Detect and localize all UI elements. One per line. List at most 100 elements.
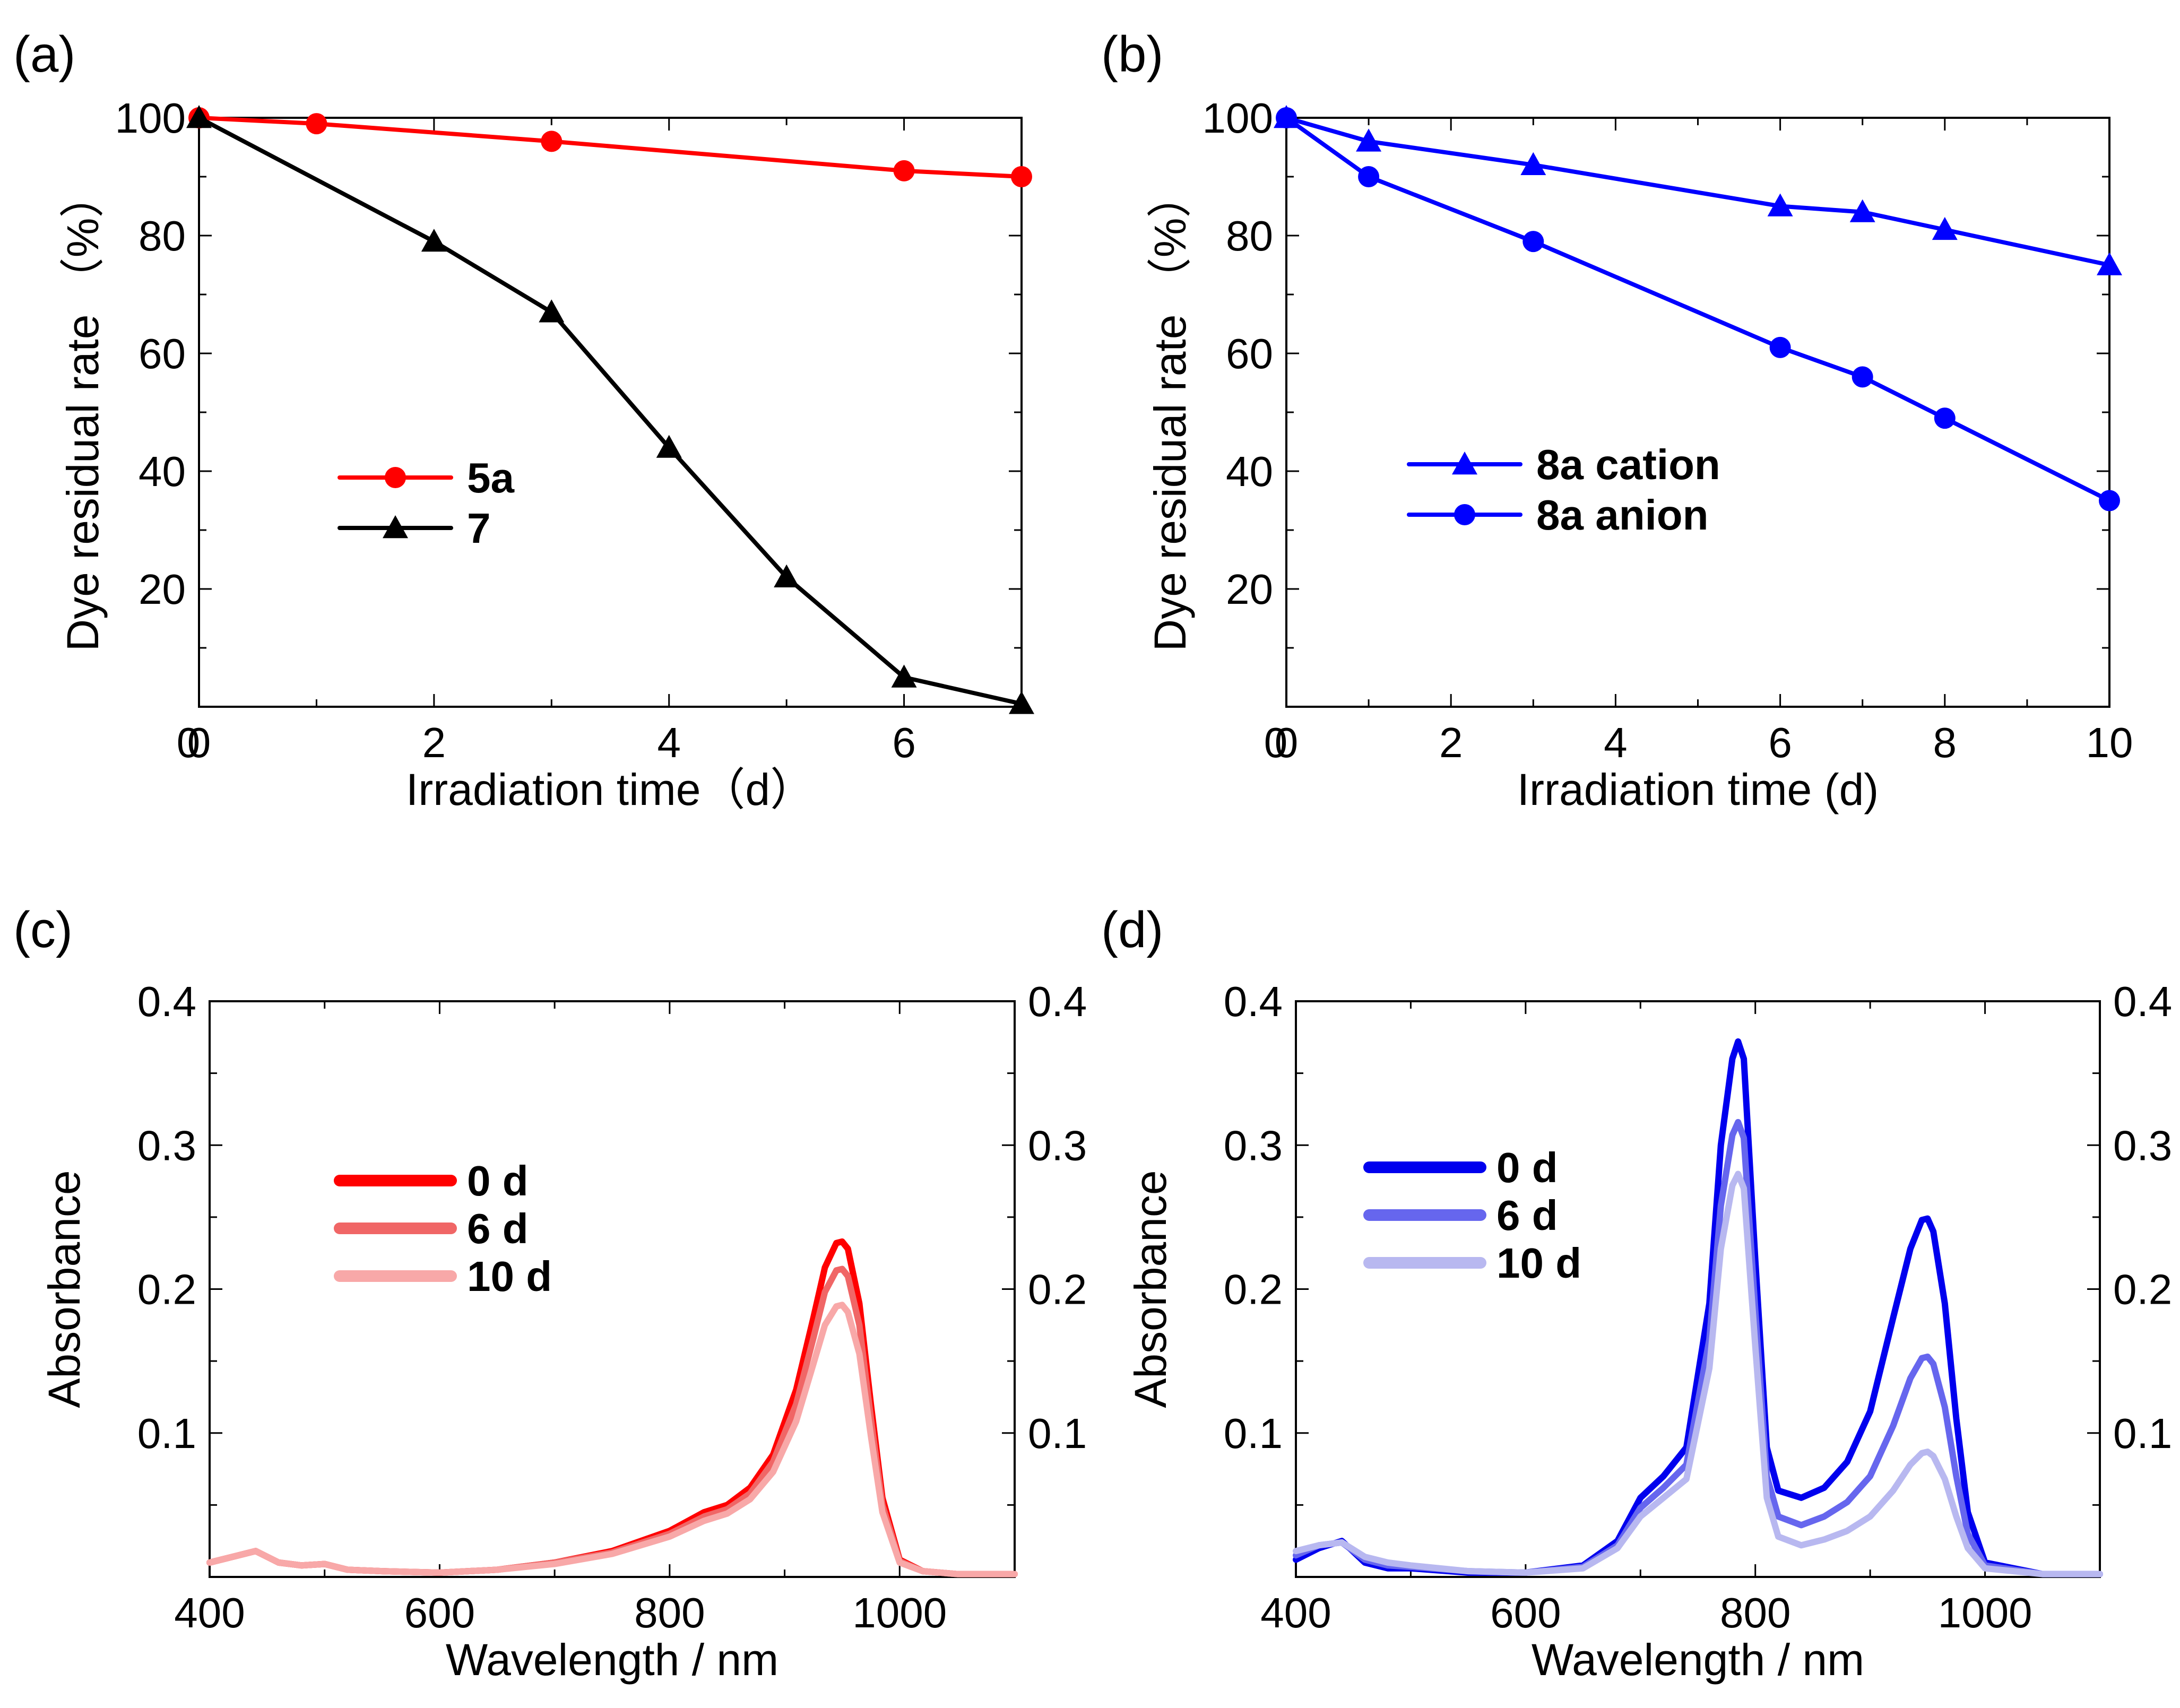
- y-axis-title: Absorbance: [1126, 1170, 1175, 1408]
- data-point: [1358, 166, 1380, 187]
- data-point: [541, 131, 563, 152]
- data-point: [656, 435, 682, 458]
- y-tick-label-right: 0.2: [2113, 1266, 2172, 1313]
- y-tick-label: 0.1: [1224, 1410, 1283, 1457]
- data-point: [1009, 691, 1034, 714]
- y-axis-title: Absorbance: [39, 1170, 89, 1408]
- data-point: [774, 564, 800, 587]
- plot-frame: [1285, 117, 2110, 708]
- series-line-7: [197, 116, 1024, 706]
- x-tick-label: 2: [1439, 719, 1463, 766]
- panel-label: (d): [1101, 901, 1163, 958]
- series-line-0-d: [1293, 1038, 2103, 1577]
- legend-marker: [383, 515, 408, 539]
- data-point: [539, 299, 565, 323]
- legend-marker: [1452, 452, 1477, 475]
- y-tick-label: 0.4: [137, 978, 196, 1025]
- y-tick-label-right: 0.1: [2113, 1410, 2172, 1457]
- y-tick-label: 0.4: [1224, 978, 1283, 1025]
- y-tick-label-right: 0.1: [1028, 1410, 1087, 1457]
- x-axis-title: Irradiation time（d）: [406, 765, 815, 814]
- data-point: [1852, 366, 1873, 388]
- legend-label: 10 d: [1496, 1239, 1581, 1287]
- plot-frame: [1295, 1000, 2101, 1578]
- data-point: [2097, 252, 2122, 275]
- series-line-6-d: [1293, 1119, 2103, 1577]
- panel-c: (c) 400 600 800 1000 0.1 0.1 0.2 0.2 0.3 0.3 0.4 0.4…: [13, 901, 1087, 1685]
- data-point: [1769, 336, 1791, 358]
- y-tick-label-right: 0.4: [1028, 978, 1087, 1025]
- y-tick-label: 0.3: [1224, 1122, 1283, 1169]
- x-tick-label: 6: [1768, 719, 1792, 766]
- plot-frame: [209, 1000, 1016, 1578]
- data-point: [1276, 107, 1297, 128]
- data-point: [1767, 193, 1793, 216]
- legend-marker: [385, 467, 406, 488]
- y-tick-label: 0.2: [137, 1266, 196, 1313]
- y-tick-label-right: 0.3: [1028, 1122, 1087, 1169]
- x-tick-label-origin: 0: [1264, 719, 1288, 766]
- x-tick-label: 10: [2086, 719, 2133, 766]
- x-tick-label-origin: 0: [177, 719, 201, 766]
- legend-label: 7: [467, 505, 491, 552]
- data-point: [1849, 199, 1875, 222]
- panel-a: (a) 0 2 4 6 20 40 60 80 100 0 Irradiation time（d） Dy…: [13, 26, 1034, 814]
- x-tick-label: 0: [1275, 719, 1299, 766]
- plot-frame: [198, 117, 1023, 708]
- y-tick-label-right: 0.2: [1028, 1266, 1087, 1313]
- y-tick-label: 80: [139, 212, 186, 259]
- data-point: [1522, 231, 1544, 253]
- y-tick-label: 20: [139, 566, 186, 613]
- legend-label: 8a cation: [1536, 441, 1720, 488]
- y-tick-label: 100: [115, 94, 186, 142]
- legend-label: 5a: [467, 454, 514, 501]
- data-point: [186, 105, 212, 128]
- series-line-10-d: [206, 1302, 1018, 1577]
- x-tick-label: 600: [1490, 1589, 1561, 1636]
- x-tick-label: 4: [657, 719, 681, 766]
- x-tick-label: 400: [1260, 1589, 1331, 1636]
- y-tick-label-right: 0.3: [2113, 1122, 2172, 1169]
- x-axis-title: Wavelength / nm: [446, 1635, 778, 1685]
- panel-label: (b): [1101, 26, 1163, 83]
- y-tick-label: 0.1: [137, 1410, 196, 1457]
- x-tick-label: 800: [634, 1589, 705, 1636]
- y-tick-label: 100: [1203, 94, 1273, 142]
- legend-label: 10 d: [467, 1253, 552, 1300]
- panel-d: (d) 400 600 800 1000 0.1 0.1 0.2 0.2 0.3 0.3 0.4 0.4…: [1101, 901, 2172, 1685]
- data-point: [1934, 408, 1956, 429]
- x-tick-label: 1000: [852, 1589, 947, 1636]
- panel-b: (b) 0 2 4 6 8 10 20 40 60 80 100 0 Irradiation time (…: [1101, 26, 2133, 814]
- y-tick-label-right: 0.4: [2113, 978, 2172, 1025]
- legend-label: 0 d: [467, 1157, 529, 1204]
- series-line-0-d: [206, 1238, 1018, 1577]
- x-tick-label: 400: [174, 1589, 245, 1636]
- x-tick-label: 0: [187, 719, 211, 766]
- legend-label: 0 d: [1496, 1144, 1558, 1191]
- x-tick-label: 600: [404, 1589, 475, 1636]
- data-point: [1520, 152, 1546, 175]
- panel-label: (c): [13, 901, 73, 958]
- legend-label: 8a anion: [1536, 491, 1709, 539]
- series-line-10-d: [1293, 1171, 2103, 1577]
- y-tick-label: 60: [1226, 330, 1273, 377]
- x-tick-label: 8: [1933, 719, 1957, 766]
- data-point: [1356, 128, 1382, 152]
- data-point: [891, 664, 917, 688]
- data-point: [893, 160, 915, 181]
- data-point: [2099, 490, 2120, 511]
- x-axis-title: Irradiation time (d): [1517, 765, 1879, 814]
- data-point: [1932, 216, 1958, 240]
- panel-label: (a): [13, 26, 75, 83]
- x-tick-label: 4: [1604, 719, 1628, 766]
- data-point: [306, 113, 327, 135]
- y-tick-label: 20: [1226, 566, 1273, 613]
- legend-marker: [1454, 504, 1475, 525]
- y-axis-title: Dye residual rate （%）: [58, 174, 108, 652]
- x-tick-label: 6: [892, 719, 916, 766]
- x-tick-label: 1000: [1938, 1589, 2032, 1636]
- x-axis-title: Wavelength / nm: [1532, 1635, 1864, 1685]
- y-axis-title: Dye residual rate （%）: [1145, 174, 1195, 652]
- y-tick-label: 0.2: [1224, 1266, 1283, 1313]
